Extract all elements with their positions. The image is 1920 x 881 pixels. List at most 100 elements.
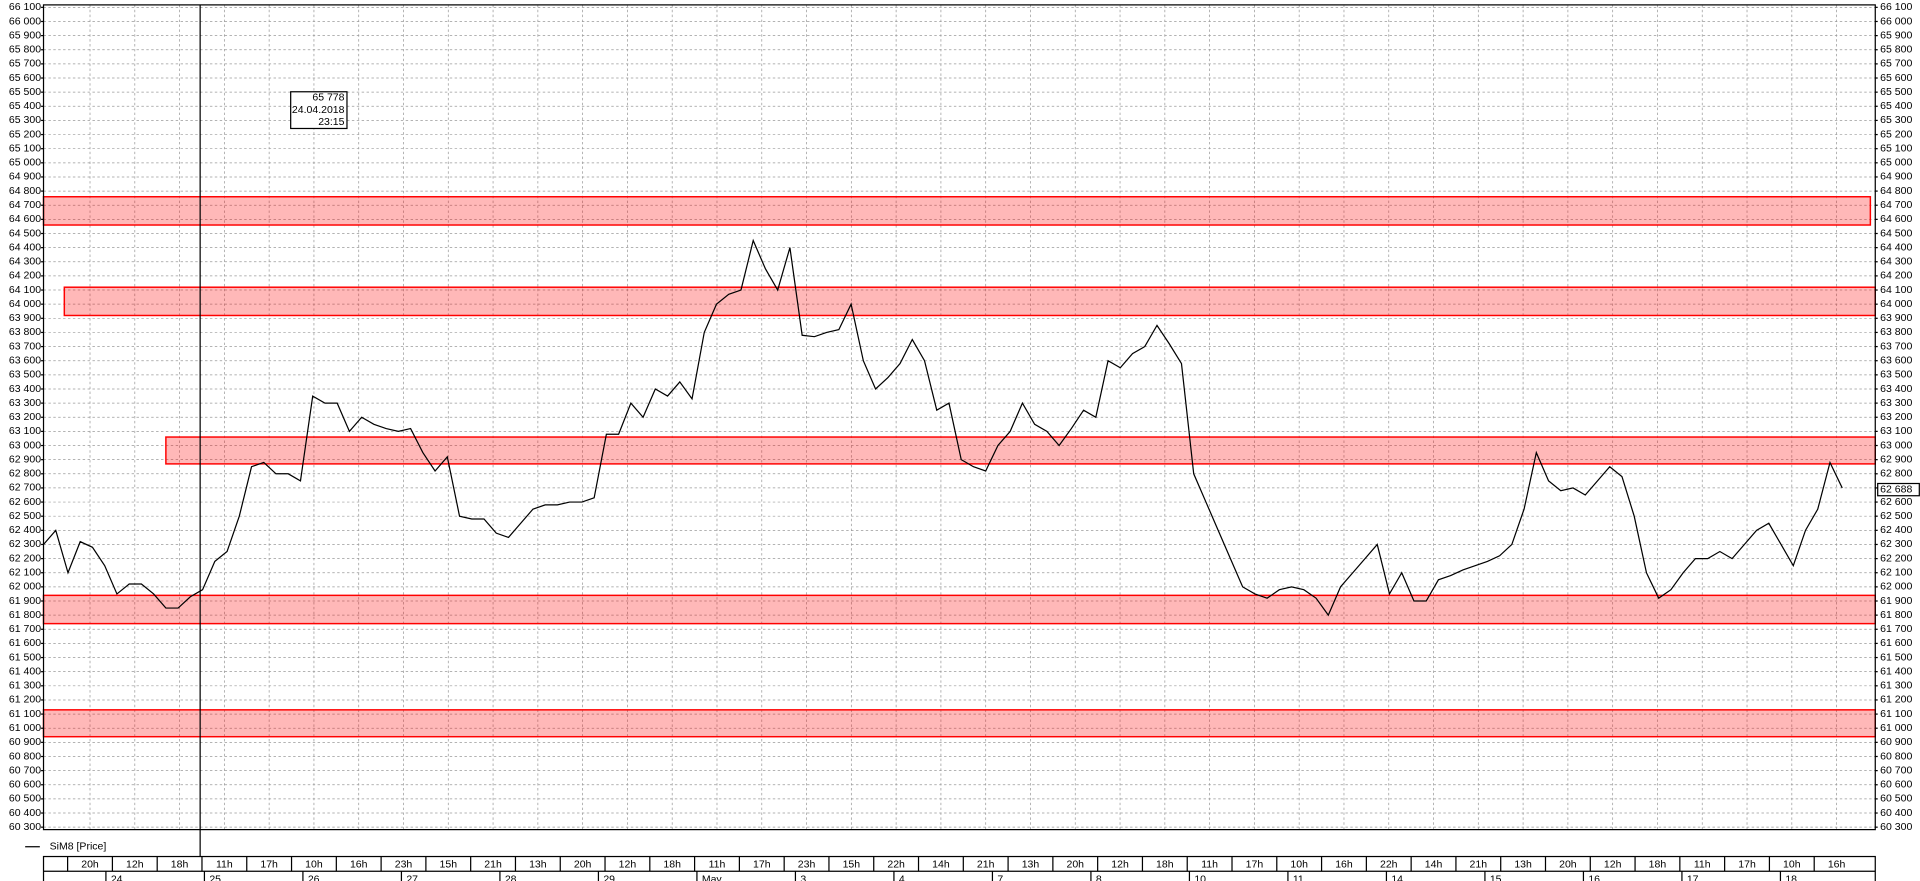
y2-tick-label: 66 000: [1880, 15, 1912, 27]
y-tick-label: 64 500: [9, 227, 41, 239]
hour-label: 20h: [1066, 858, 1084, 870]
tooltip-time: 23:15: [318, 116, 344, 128]
y2-tick-label: 60 800: [1880, 750, 1912, 762]
y2-tick-label: 63 500: [1880, 369, 1912, 381]
hour-label: 18h: [1649, 858, 1667, 870]
y2-tick-label: 61 000: [1880, 722, 1912, 734]
y2-tick-label: 60 400: [1880, 807, 1912, 819]
y2-tick-label: 65 500: [1880, 86, 1912, 98]
support-resistance-zone: [63, 286, 1876, 317]
day-label: 7: [997, 874, 1003, 881]
hour-label: 10h: [1290, 858, 1308, 870]
hour-label: 21h: [977, 858, 995, 870]
day-label: May: [702, 874, 723, 881]
y2-tick-label: 64 700: [1880, 199, 1912, 211]
day-label: 26: [308, 874, 320, 881]
y2-tick-label: 62 500: [1880, 510, 1912, 522]
y-tick-label: 63 600: [9, 354, 41, 366]
y-tick-label: 60 300: [9, 821, 41, 833]
hour-label: 23h: [798, 858, 816, 870]
hour-label: 14h: [932, 858, 950, 870]
support-resistance-zone: [42, 196, 1872, 226]
day-label: 27: [406, 874, 418, 881]
y-tick-label: 63 000: [9, 439, 41, 451]
y2-tick-label: 62 800: [1880, 468, 1912, 480]
y-tick-label: 61 000: [9, 722, 41, 734]
hour-label: 18h: [1156, 858, 1174, 870]
day-label: 11: [1293, 874, 1304, 881]
hour-label: 11h: [1694, 858, 1711, 870]
hour-label: 17h: [1246, 858, 1264, 870]
y2-tick-label: 60 900: [1880, 736, 1912, 748]
y2-tick-label: 64 300: [1880, 256, 1912, 268]
y-tick-label: 65 200: [9, 128, 41, 140]
y-tick-label: 62 200: [9, 552, 41, 564]
y2-tick-label: 64 900: [1880, 171, 1912, 183]
y-tick-label: 65 100: [9, 142, 41, 154]
y2-tick-label: 62 200: [1880, 552, 1912, 564]
y-tick-label: 65 400: [9, 100, 41, 112]
day-label: 29: [603, 874, 615, 881]
hour-label: 17h: [1738, 858, 1756, 870]
y2-tick-label: 63 400: [1880, 383, 1912, 395]
y-tick-label: 61 400: [9, 665, 41, 677]
y2-tick-label: 62 000: [1880, 581, 1912, 593]
y-tick-label: 64 700: [9, 199, 41, 211]
y-tick-label: 62 500: [9, 510, 41, 522]
day-label: 17: [1687, 874, 1699, 881]
hour-label: 13h: [1514, 858, 1532, 870]
hour-label: 13h: [1022, 858, 1040, 870]
y-tick-label: 64 600: [9, 213, 41, 225]
y2-tick-label: 61 700: [1880, 623, 1912, 635]
plot: [43, 238, 1843, 617]
y-tick-label: 63 400: [9, 383, 41, 395]
y2-tick-label: 61 300: [1880, 680, 1912, 692]
day-label: 18: [1785, 874, 1797, 881]
y-tick-label: 65 600: [9, 72, 41, 84]
y2-tick-label: 61 200: [1880, 694, 1912, 706]
y2-tick-label: 63 600: [1880, 354, 1912, 366]
y-tick-label: 64 100: [9, 284, 41, 296]
y-tick-label: 61 500: [9, 651, 41, 663]
y-tick-label: 63 700: [9, 340, 41, 352]
y-tick-label: 65 900: [9, 29, 41, 41]
y2-tick-label: 65 800: [1880, 44, 1912, 56]
y2-tick-label: 60 700: [1880, 764, 1912, 776]
y2-tick-label: 61 400: [1880, 665, 1912, 677]
y2-tick-label: 65 700: [1880, 58, 1912, 70]
hour-label: 18h: [171, 858, 189, 870]
hour-label: 10h: [1783, 858, 1801, 870]
y-tick-label: 62 400: [9, 524, 41, 536]
hour-label: 17h: [260, 858, 278, 870]
tooltip-price: 65 778: [312, 92, 344, 104]
y-tick-label: 64 000: [9, 298, 41, 310]
y-tick-label: 60 900: [9, 736, 41, 748]
hour-label: 16h: [350, 858, 368, 870]
y2-tick-label: 63 200: [1880, 411, 1912, 423]
hour-label: 11h: [1201, 858, 1218, 870]
hour-label: 21h: [1470, 858, 1488, 870]
day-label: 15: [1490, 874, 1502, 881]
y-tick-label: 61 100: [9, 708, 41, 720]
y2-tick-label: 63 800: [1880, 326, 1912, 338]
y2-tick-label: 64 400: [1880, 241, 1912, 253]
y-tick-label: 63 900: [9, 312, 41, 324]
hour-label: 12h: [1111, 858, 1129, 870]
y-tick-label: 63 200: [9, 411, 41, 423]
hour-label: 10h: [305, 858, 323, 870]
hour-label: 13h: [529, 858, 547, 870]
day-label: 14: [1391, 874, 1403, 881]
y-tick-label: 64 300: [9, 256, 41, 268]
support-resistance-zone: [42, 594, 1876, 625]
hour-label: 23h: [395, 858, 413, 870]
y2-tick-label: 61 600: [1880, 637, 1912, 649]
hour-label: 22h: [887, 858, 905, 870]
y2-tick-label: 63 300: [1880, 397, 1912, 409]
y-tick-label: 61 800: [9, 609, 41, 621]
hour-label: 15h: [843, 858, 861, 870]
day-label: 28: [505, 874, 517, 881]
y-tick-label: 64 400: [9, 241, 41, 253]
y2-tick-label: 64 600: [1880, 213, 1912, 225]
day-label: 8: [1096, 874, 1102, 881]
